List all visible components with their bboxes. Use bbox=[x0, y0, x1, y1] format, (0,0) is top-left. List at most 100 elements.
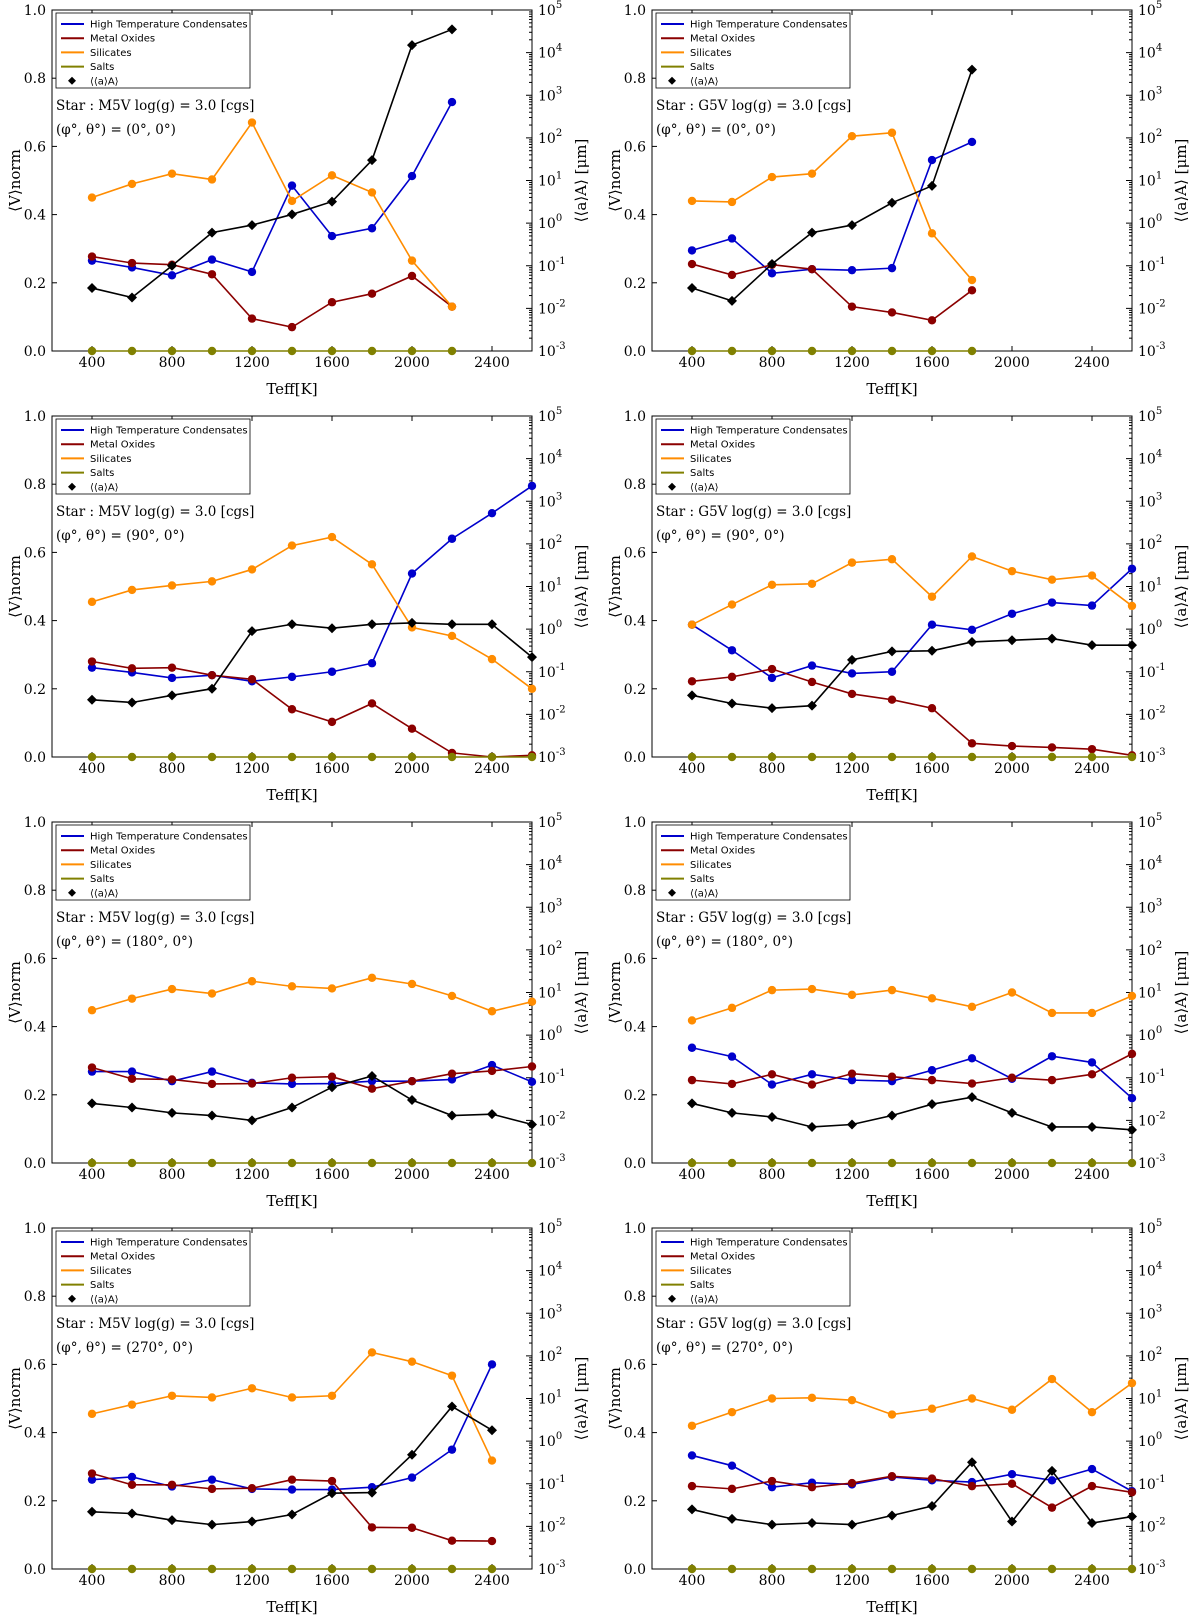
y-tick-label: 0.6 bbox=[624, 951, 646, 967]
legend-label-silicates: Silicates bbox=[690, 48, 732, 59]
point-silicates bbox=[807, 579, 817, 588]
point-silicates bbox=[167, 984, 177, 994]
point-salts bbox=[447, 752, 457, 762]
point-htc bbox=[407, 1473, 417, 1482]
y2-tick-base: 10 bbox=[538, 1156, 556, 1172]
point-grain-size bbox=[407, 617, 417, 628]
x-tick-label: 1200 bbox=[234, 1167, 270, 1183]
point-metal-oxides bbox=[967, 1481, 977, 1491]
point-metal-oxides bbox=[1007, 1073, 1017, 1082]
point-salts bbox=[207, 1564, 217, 1574]
legend-label-htc: High Temperature Condensates bbox=[690, 20, 848, 31]
point-salts bbox=[727, 752, 737, 762]
point-silicates bbox=[687, 620, 697, 629]
point-grain-size bbox=[927, 645, 937, 656]
y2-tick-label: 100 bbox=[538, 1025, 562, 1044]
y2-tick-exponent: -1 bbox=[556, 256, 566, 267]
point-metal-oxides bbox=[1007, 741, 1017, 751]
x-tick-label: 2400 bbox=[474, 761, 510, 777]
point-grain-size bbox=[527, 1119, 537, 1130]
point-salts bbox=[447, 346, 457, 356]
point-htc bbox=[967, 137, 977, 147]
x-tick-label: 1200 bbox=[234, 1573, 270, 1589]
y2-tick-exponent: 4 bbox=[1156, 449, 1162, 460]
point-salts bbox=[127, 346, 137, 356]
y2-tick-exponent: 1 bbox=[1156, 1389, 1162, 1400]
point-silicates bbox=[447, 991, 457, 1001]
star-info: Star : M5V log(g) = 3.0 [cgs] bbox=[56, 98, 254, 114]
y2-tick-base: 10 bbox=[538, 858, 556, 874]
y2-tick-label: 105 bbox=[1138, 0, 1162, 19]
legend-label-silicates: Silicates bbox=[690, 454, 732, 465]
point-salts bbox=[1007, 1564, 1017, 1574]
y2-tick-base: 10 bbox=[538, 1519, 556, 1535]
y2-tick-base: 10 bbox=[1138, 1477, 1156, 1493]
point-salts bbox=[247, 752, 257, 762]
point-silicates bbox=[367, 188, 377, 197]
series-line-metal-oxides bbox=[691, 1475, 1133, 1509]
point-silicates bbox=[87, 1006, 97, 1015]
point-htc bbox=[487, 1060, 497, 1070]
angle-info: (φ°, θ°) = (270°, 0°) bbox=[56, 1340, 193, 1356]
y2-tick-label: 102 bbox=[1138, 128, 1162, 147]
y2-tick-exponent: -2 bbox=[556, 298, 566, 309]
point-htc bbox=[207, 1475, 217, 1484]
y-tick-label: 0.0 bbox=[624, 1562, 646, 1578]
point-salts bbox=[927, 1564, 937, 1574]
point-htc bbox=[327, 231, 337, 241]
point-metal-oxides bbox=[487, 1536, 497, 1546]
point-grain-size bbox=[1007, 1107, 1017, 1118]
point-silicates bbox=[87, 1409, 97, 1419]
y2-tick-label: 105 bbox=[538, 0, 562, 19]
legend-swatch-grain-size bbox=[668, 888, 676, 897]
point-metal-oxides bbox=[1087, 1481, 1097, 1491]
series-line-htc bbox=[91, 1364, 493, 1491]
point-htc bbox=[247, 267, 257, 277]
panel-m5v-phi180: 400 800 1200 1600 2000 2400 0.0 0.2 0.4 0.6 0.8 1.0… bbox=[0, 812, 600, 1218]
legend-label-htc: High Temperature Condensates bbox=[90, 1238, 248, 1249]
point-salts bbox=[527, 1158, 537, 1168]
y2-tick-exponent: 2 bbox=[556, 940, 562, 951]
point-htc bbox=[287, 181, 297, 190]
x-tick-label: 800 bbox=[759, 1167, 786, 1183]
y-tick-label: 0.2 bbox=[624, 276, 646, 292]
x-tick-label: 400 bbox=[79, 355, 106, 371]
x-axis-label: Teff[K] bbox=[866, 786, 917, 804]
y2-tick-base: 10 bbox=[1138, 750, 1156, 766]
point-silicates bbox=[287, 1393, 297, 1402]
x-tick-label: 400 bbox=[679, 355, 706, 371]
point-salts bbox=[767, 752, 777, 762]
point-grain-size bbox=[127, 292, 137, 303]
point-grain-size bbox=[247, 1115, 257, 1126]
point-salts bbox=[367, 1158, 377, 1168]
y2-axis-label: ⟨⟨a⟩A⟩ [μm] bbox=[572, 545, 590, 629]
point-silicates bbox=[727, 1003, 737, 1013]
y2-tick-exponent: -1 bbox=[556, 1474, 566, 1485]
x-tick-label: 1600 bbox=[914, 761, 950, 777]
x-tick-label: 400 bbox=[79, 761, 106, 777]
point-salts bbox=[367, 752, 377, 762]
point-grain-size bbox=[767, 258, 777, 269]
point-silicates bbox=[767, 580, 777, 589]
point-metal-oxides bbox=[207, 270, 217, 279]
point-grain-size bbox=[1127, 640, 1137, 651]
y-tick-label: 0.4 bbox=[624, 1020, 646, 1036]
legend-label-metal-oxides: Metal Oxides bbox=[690, 1252, 755, 1263]
y2-tick-label: 104 bbox=[1138, 449, 1162, 468]
point-silicates bbox=[167, 581, 177, 590]
point-silicates bbox=[927, 1404, 937, 1413]
point-metal-oxides bbox=[367, 1084, 377, 1093]
y2-tick-label: 10-2 bbox=[538, 1110, 566, 1129]
y2-tick-label: 102 bbox=[538, 940, 562, 959]
y2-tick-base: 10 bbox=[538, 1477, 556, 1493]
y2-tick-exponent: 3 bbox=[556, 897, 562, 908]
point-metal-oxides bbox=[287, 322, 297, 332]
point-htc bbox=[687, 1451, 697, 1460]
point-metal-oxides bbox=[927, 1075, 937, 1085]
point-grain-size bbox=[327, 623, 337, 634]
y2-tick-exponent: -1 bbox=[1156, 662, 1166, 673]
y2-tick-exponent: 5 bbox=[1156, 812, 1162, 823]
point-silicates bbox=[807, 169, 817, 178]
y2-tick-base: 10 bbox=[538, 1392, 556, 1408]
point-htc bbox=[527, 1077, 537, 1087]
